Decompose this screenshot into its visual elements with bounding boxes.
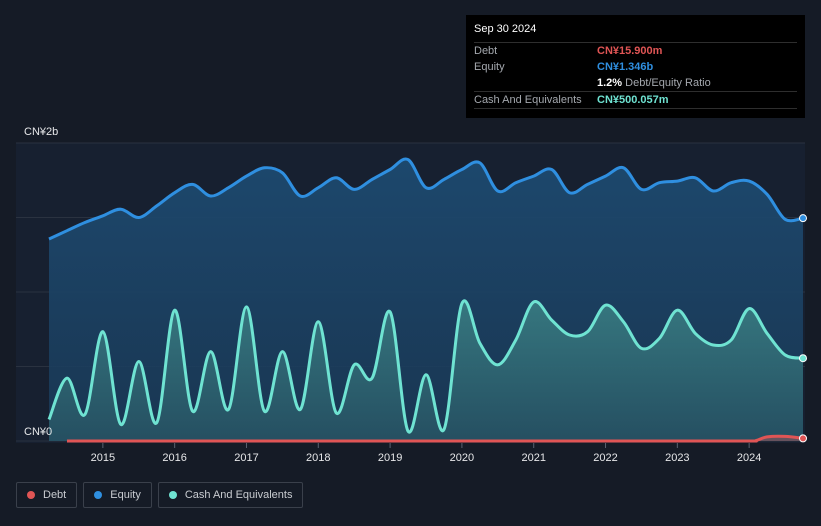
tooltip-debt-row: Debt CN¥15.900m xyxy=(474,42,797,59)
tooltip-equity-value: CN¥1.346b xyxy=(597,61,654,73)
x-tick-label-2016: 2016 xyxy=(162,452,186,464)
legend: Debt Equity Cash And Equivalents xyxy=(16,482,304,508)
tooltip-equity-row: Equity CN¥1.346b xyxy=(474,59,797,75)
legend-item-cash[interactable]: Cash And Equivalents xyxy=(157,482,304,508)
equity-line xyxy=(48,157,804,241)
tooltip-panel: Sep 30 2024 Debt CN¥15.900m Equity CN¥1.… xyxy=(466,15,805,118)
cash-area xyxy=(49,300,803,441)
debt-line xyxy=(67,434,804,443)
x-tick-label-2018: 2018 xyxy=(306,452,330,464)
tooltip-ratio-value: 1.2% xyxy=(597,77,623,89)
x-tick-label-2021: 2021 xyxy=(521,452,545,464)
cash-end-marker[interactable] xyxy=(799,354,807,363)
x-tick-label-2022: 2022 xyxy=(593,452,617,464)
tooltip-ratio-row: 1.2% Debt/Equity Ratio xyxy=(474,75,797,91)
debt-end-marker[interactable] xyxy=(799,434,807,443)
legend-label-debt: Debt xyxy=(43,489,67,501)
tooltip-cash-value: CN¥500.057m xyxy=(597,94,669,106)
x-tick-label-2017: 2017 xyxy=(234,452,258,464)
x-tick-label-2024: 2024 xyxy=(737,452,761,464)
cash-dot-icon xyxy=(168,491,177,499)
tooltip-equity-label: Equity xyxy=(474,61,505,73)
x-tick-label-2015: 2015 xyxy=(91,452,115,464)
tooltip-debt-label: Debt xyxy=(474,45,498,57)
y-axis-bottom-label: CN¥0 xyxy=(24,426,52,438)
x-tick-label-2020: 2020 xyxy=(450,452,474,464)
tooltip-cash-row: Cash And Equivalents CN¥500.057m xyxy=(474,91,797,108)
x-tick-label-2019: 2019 xyxy=(378,452,402,464)
legend-item-debt[interactable]: Debt xyxy=(16,482,78,508)
tooltip-bottom-rule xyxy=(474,108,797,125)
tooltip-ratio-spacer xyxy=(474,75,597,91)
debt-dot-icon xyxy=(27,491,35,499)
equity-dot-icon xyxy=(94,491,103,499)
x-tick-label-2023: 2023 xyxy=(665,452,689,464)
tooltip-cash-label: Cash And Equivalents xyxy=(474,94,582,106)
cash-line xyxy=(47,299,804,434)
tooltip-debt-value: CN¥15.900m xyxy=(597,45,663,57)
legend-label-equity: Equity xyxy=(110,489,141,501)
x-axis-ticks: 2015 2016 2017 2018 2019 2020 2021 2022 2023 2024 xyxy=(91,443,761,464)
equity-end-marker[interactable] xyxy=(799,214,807,223)
legend-label-cash: Cash And Equivalents xyxy=(184,489,293,501)
tooltip-ratio-label: Debt/Equity Ratio xyxy=(625,77,711,89)
legend-item-equity[interactable]: Equity xyxy=(83,482,152,508)
tooltip-date: Sep 30 2024 xyxy=(474,23,537,35)
y-axis-top-label: CN¥2b xyxy=(24,126,58,138)
